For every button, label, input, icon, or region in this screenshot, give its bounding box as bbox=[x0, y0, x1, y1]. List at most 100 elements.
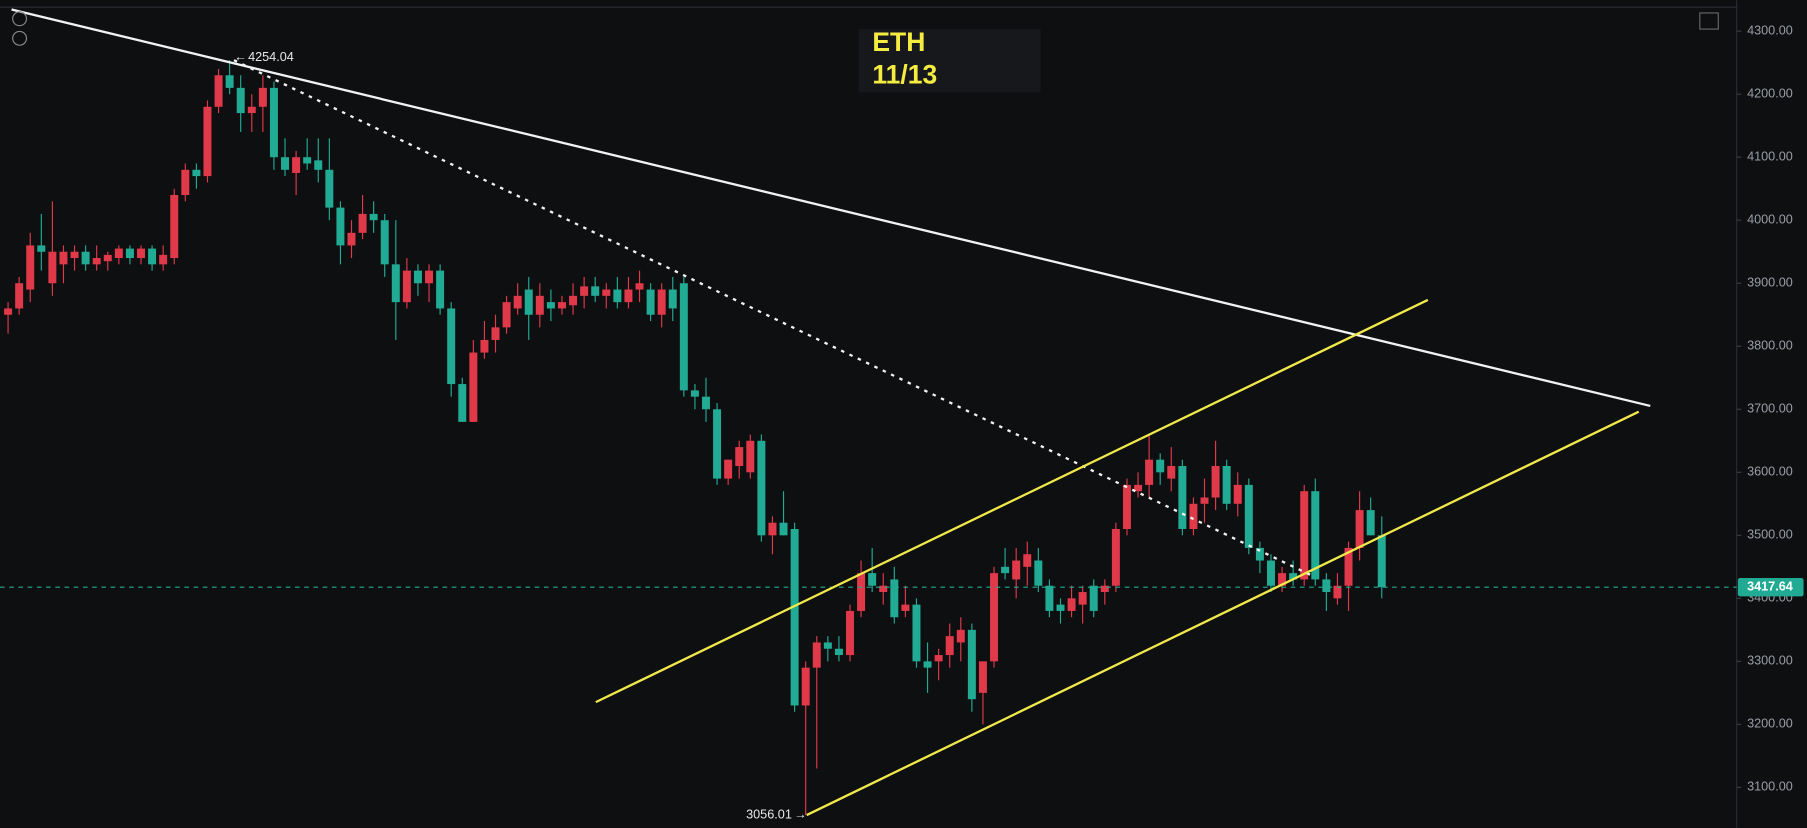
candle-body bbox=[690, 390, 699, 397]
candle-body bbox=[1023, 554, 1032, 567]
candle-body bbox=[148, 248, 157, 265]
candle-body bbox=[868, 573, 877, 586]
y-tick-label: 4200.00 bbox=[1747, 87, 1793, 101]
candle-body bbox=[846, 610, 854, 656]
channel-lower bbox=[806, 410, 1640, 817]
y-tick-label: 3900.00 bbox=[1747, 276, 1793, 290]
candle-body bbox=[1377, 535, 1386, 588]
candle-body bbox=[524, 289, 533, 315]
candle-body bbox=[635, 283, 644, 290]
candle-body bbox=[1034, 560, 1043, 586]
trend-line bbox=[11, 8, 1651, 408]
candle-body bbox=[1322, 579, 1331, 593]
candle-body bbox=[247, 106, 256, 114]
y-tick-label: 3800.00 bbox=[1747, 339, 1793, 353]
candle-body bbox=[70, 251, 79, 259]
candle-body bbox=[702, 396, 710, 410]
candle-body bbox=[879, 585, 888, 593]
candle-body bbox=[203, 106, 212, 177]
candle-body bbox=[1355, 510, 1364, 548]
candle-body bbox=[713, 409, 722, 479]
fullscreen-icon[interactable] bbox=[1699, 12, 1719, 30]
candle-body bbox=[92, 258, 101, 265]
title-box bbox=[858, 29, 1041, 93]
candle-body bbox=[1089, 585, 1098, 611]
y-tick-label: 4100.00 bbox=[1747, 150, 1793, 164]
candle-body bbox=[225, 75, 234, 88]
candle-body bbox=[1311, 491, 1320, 580]
candle-body bbox=[491, 327, 500, 340]
candle-body bbox=[934, 655, 943, 662]
candle-body bbox=[724, 459, 733, 479]
candle-body bbox=[48, 251, 57, 284]
candle-body bbox=[602, 289, 611, 296]
low-arrow: → bbox=[794, 807, 807, 821]
candle-body bbox=[901, 604, 910, 611]
candle-body bbox=[591, 286, 600, 296]
candle-body bbox=[1344, 547, 1353, 586]
dotted-trend-line bbox=[233, 59, 1315, 578]
candle-body bbox=[967, 629, 976, 700]
toolbar-icon[interactable] bbox=[12, 30, 28, 46]
candle-body bbox=[790, 529, 799, 706]
candle-body bbox=[1100, 585, 1109, 593]
chart-title: ETH bbox=[872, 27, 925, 57]
candle-body bbox=[59, 251, 68, 265]
candle-body bbox=[402, 270, 411, 303]
candle-body bbox=[535, 295, 544, 315]
candle-body bbox=[1222, 465, 1231, 504]
candle-body bbox=[557, 302, 566, 309]
candle-body bbox=[857, 573, 866, 611]
candle-body bbox=[1233, 484, 1242, 504]
y-tick-label: 3300.00 bbox=[1747, 654, 1793, 668]
candle-body bbox=[679, 283, 688, 391]
candle-body bbox=[624, 289, 633, 303]
candle-body bbox=[1289, 573, 1298, 580]
candle-body bbox=[757, 440, 766, 536]
candle-body bbox=[978, 661, 987, 693]
candle-body bbox=[1278, 573, 1287, 586]
candle-body bbox=[1200, 497, 1209, 504]
candle-body bbox=[192, 169, 201, 177]
candle-body bbox=[569, 295, 578, 306]
candle-body bbox=[425, 270, 434, 284]
y-tick-label: 3500.00 bbox=[1747, 528, 1793, 542]
candle-body bbox=[347, 232, 356, 246]
candle-body bbox=[1012, 560, 1021, 580]
candle-body bbox=[81, 251, 90, 265]
candle-body bbox=[258, 87, 267, 107]
candle-body bbox=[1300, 491, 1309, 580]
candle-body bbox=[668, 289, 677, 309]
candle-body bbox=[657, 289, 666, 315]
candle-body bbox=[834, 648, 843, 656]
candle-body bbox=[236, 87, 245, 114]
candle-body bbox=[779, 522, 788, 536]
candle-body bbox=[1078, 592, 1087, 605]
candle-body bbox=[1122, 484, 1131, 530]
candle-body bbox=[502, 302, 511, 328]
candle-body bbox=[281, 157, 290, 170]
candle-body bbox=[214, 75, 223, 107]
candle-body bbox=[292, 157, 301, 173]
candle-body bbox=[646, 289, 655, 315]
candle-body bbox=[801, 667, 810, 706]
candle-body bbox=[1266, 560, 1275, 586]
chart-subtitle: 11/13 bbox=[872, 59, 937, 89]
candle-body bbox=[1156, 459, 1165, 473]
candle-body bbox=[912, 604, 921, 662]
y-tick-label: 3100.00 bbox=[1747, 780, 1793, 794]
y-tick-label: 3200.00 bbox=[1747, 717, 1793, 731]
high-label: 4254.04 bbox=[248, 50, 294, 64]
toolbar-icon[interactable] bbox=[12, 11, 28, 27]
candle-body bbox=[380, 220, 389, 265]
candle-body bbox=[447, 308, 456, 385]
candle-body bbox=[812, 642, 821, 668]
low-label: 3056.01 bbox=[746, 807, 792, 821]
candle-body bbox=[823, 642, 832, 649]
candle-body bbox=[37, 245, 46, 252]
candle-body bbox=[325, 169, 334, 208]
y-tick-label: 3600.00 bbox=[1747, 465, 1793, 479]
candle-body bbox=[746, 440, 755, 473]
